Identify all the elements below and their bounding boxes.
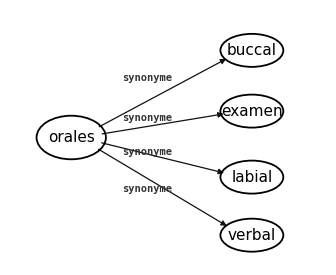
Text: labial: labial	[231, 170, 272, 185]
Text: synonyme: synonyme	[122, 113, 172, 123]
Text: examen: examen	[221, 104, 283, 119]
Text: synonyme: synonyme	[122, 147, 172, 157]
Text: buccal: buccal	[227, 43, 277, 58]
Text: verbal: verbal	[228, 228, 276, 243]
Text: synonyme: synonyme	[122, 73, 172, 83]
Text: synonyme: synonyme	[122, 184, 172, 194]
Text: orales: orales	[48, 130, 95, 145]
